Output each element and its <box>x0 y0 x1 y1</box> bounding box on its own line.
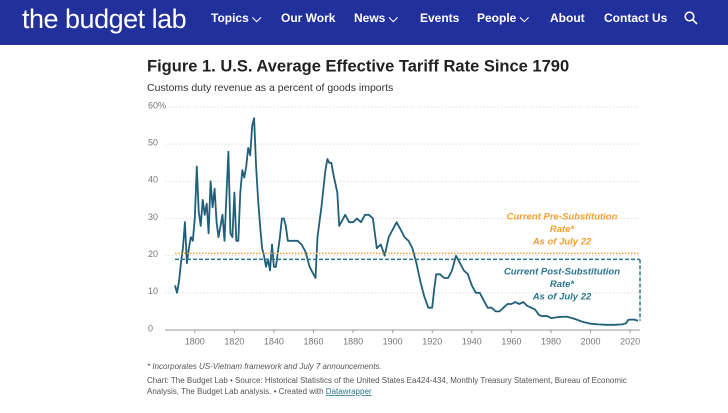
x-tick-label: 1900 <box>383 336 403 346</box>
x-tick-label: 1920 <box>422 336 442 346</box>
chart-subtitle: Customs duty revenue as a percent of goo… <box>147 82 393 94</box>
source: Analysis, The Budget Lab analysis. • Cre… <box>147 387 372 396</box>
y-tick-label: 40 <box>148 175 158 185</box>
x-tick-label: 1940 <box>462 336 482 346</box>
y-tick-label: 50 <box>148 138 158 148</box>
x-tick-label: 2020 <box>620 336 640 346</box>
nav-item[interactable]: About <box>550 11 585 25</box>
nav-item[interactable]: Events <box>420 11 460 25</box>
x-tick-label: 1800 <box>185 336 205 346</box>
reference-label: Current Pre-Substitution <box>507 212 618 223</box>
reference-label: As of July 22 <box>532 237 592 248</box>
y-tick-label: 20 <box>148 249 158 259</box>
nav-label: News <box>354 11 386 25</box>
x-tick-label: 1960 <box>501 336 521 346</box>
reference-label: Current Post-Substitution <box>504 267 620 278</box>
nav-item[interactable]: Topics ⌵ <box>211 11 262 25</box>
x-tick-label: 1840 <box>264 336 284 346</box>
x-tick-label: 2000 <box>581 336 601 346</box>
header: the budget lab Topics ⌵ Our Work News ⌵ … <box>0 0 728 45</box>
note: * Incorporates US-Vietnam framework and … <box>147 362 382 371</box>
source: Chart: The Budget Lab • Source: Historic… <box>147 376 627 385</box>
reference-label: As of July 22 <box>532 292 592 303</box>
y-tick-label: 60% <box>148 100 166 110</box>
x-tick-label: 1980 <box>541 336 561 346</box>
x-tick-label: 1860 <box>303 336 323 346</box>
reference-label: Rate* <box>550 279 576 290</box>
reference-label: Rate* <box>550 224 576 235</box>
nav-item[interactable]: Contact Us <box>604 11 668 25</box>
chart: Figure 1. U.S. Average Effective Tariff … <box>147 57 641 396</box>
nav-item[interactable]: People ⌵ <box>477 11 529 25</box>
search-icon[interactable] <box>684 11 698 25</box>
y-tick-label: 0 <box>148 323 153 333</box>
y-tick-label: 30 <box>148 212 158 222</box>
nav-item[interactable]: News ⌵ <box>354 11 398 25</box>
nav-label: People <box>477 11 517 25</box>
x-tick-label: 1820 <box>224 336 244 346</box>
data-line <box>174 117 639 326</box>
source-link[interactable]: Datawrapper <box>326 387 372 396</box>
y-tick-label: 10 <box>148 286 158 296</box>
nav-label: Topics <box>211 11 249 25</box>
chart-title: Figure 1. U.S. Average Effective Tariff … <box>147 57 569 75</box>
x-tick-label: 1880 <box>343 336 363 346</box>
nav-item[interactable]: Our Work <box>281 11 336 25</box>
logo[interactable]: the budget lab <box>22 4 187 34</box>
